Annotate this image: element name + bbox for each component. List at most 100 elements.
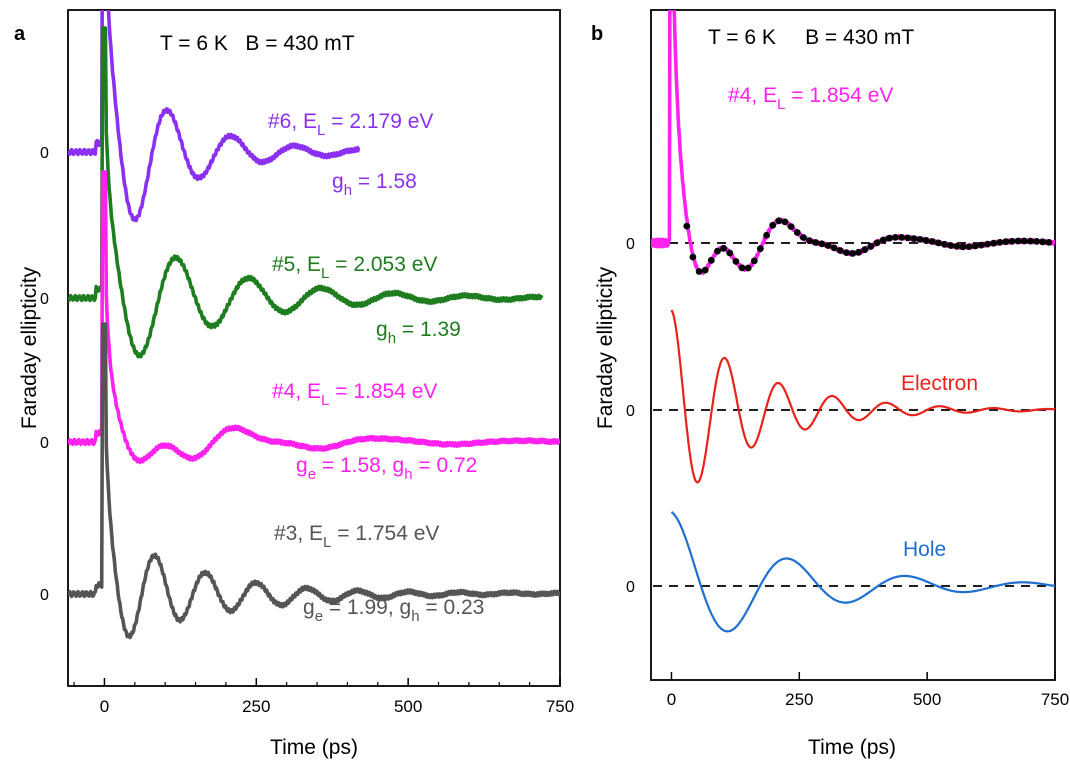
g-factor-label-s5: gh = 1.39 bbox=[376, 318, 461, 347]
x-axis-label-a: Time (ps) bbox=[270, 736, 358, 759]
x-tick-label-b: 250 bbox=[785, 690, 813, 709]
series-label-s3: #3, EL = 1.754 eV bbox=[274, 522, 439, 551]
panel-letter-b: b bbox=[591, 23, 603, 45]
fit-point bbox=[922, 237, 930, 244]
fit-point bbox=[971, 242, 979, 250]
zero-label-a: 0 bbox=[40, 291, 49, 308]
zero-label-b: 0 bbox=[626, 579, 635, 596]
annotation-a: T = 6 K B = 430 mT bbox=[160, 32, 355, 55]
plot-frame-b bbox=[650, 9, 1056, 681]
fit-point bbox=[947, 242, 955, 249]
zero-label-a: 0 bbox=[40, 587, 49, 604]
fit-point bbox=[818, 240, 826, 248]
series-labels-a: #6, EL = 2.179 eV gh = 1.58 #5, EL = 2.053… bbox=[268, 110, 484, 625]
fit-point bbox=[750, 257, 758, 265]
zero-label-b: 0 bbox=[626, 403, 635, 420]
fit-point bbox=[910, 235, 918, 243]
fit-point bbox=[978, 241, 985, 249]
zero-labels-a: 0 0 0 0 bbox=[40, 145, 49, 604]
x-axis-label-b: Time (ps) bbox=[808, 736, 896, 759]
fit-point bbox=[892, 234, 899, 241]
x-ticks-a: 0 250 500 750 bbox=[73, 678, 574, 716]
fit-point bbox=[714, 247, 721, 255]
fit-point bbox=[873, 239, 881, 247]
fit-point bbox=[935, 239, 942, 247]
fit-point bbox=[867, 242, 875, 250]
fit-point bbox=[781, 218, 789, 226]
fit-point bbox=[757, 245, 764, 253]
fit-point bbox=[830, 244, 838, 252]
fit-point bbox=[720, 244, 727, 252]
fit-point bbox=[793, 229, 801, 236]
x-tick-label-a: 0 bbox=[100, 697, 109, 716]
y-axis-label-a: Faraday ellipticity bbox=[18, 266, 41, 429]
fit-point bbox=[726, 249, 734, 257]
series-label-b4: #4, EL = 1.854 eV bbox=[728, 84, 893, 113]
fit-point bbox=[738, 264, 746, 272]
fit-point bbox=[1020, 237, 1028, 245]
fit-point bbox=[855, 248, 862, 256]
series-label-hole: Hole bbox=[903, 538, 946, 561]
fit-point bbox=[843, 249, 850, 256]
fit-point bbox=[689, 253, 697, 261]
fit-point bbox=[984, 240, 991, 248]
x-tick-label-a: 500 bbox=[394, 697, 422, 716]
panel-a: T = 6 K B = 430 mT 0 250 500 750 0 0 0 0 #6, E… bbox=[18, 9, 574, 759]
g-factor-label-s3: ge = 1.99, gh = 0.23 bbox=[303, 596, 484, 625]
fit-point bbox=[775, 217, 783, 225]
fit-point bbox=[953, 243, 961, 250]
fit-point bbox=[990, 239, 997, 247]
fit-point bbox=[812, 239, 820, 246]
curves-b bbox=[651, 10, 1055, 633]
fit-point bbox=[1027, 237, 1034, 245]
series-labels-b: #4, EL = 1.854 eV Electron Hole bbox=[728, 84, 978, 561]
fit-point bbox=[916, 236, 924, 243]
fit-point bbox=[1014, 237, 1022, 245]
g-factor-label-s6: gh = 1.58 bbox=[332, 170, 417, 199]
fit-point bbox=[1002, 238, 1010, 246]
series-label-s6: #6, EL = 2.179 eV bbox=[268, 110, 433, 139]
fit-point bbox=[928, 238, 936, 245]
x-tick-label-a: 250 bbox=[242, 697, 270, 716]
fit-point bbox=[824, 242, 832, 249]
zero-label-a: 0 bbox=[40, 145, 49, 162]
zero-label-a: 0 bbox=[40, 435, 49, 452]
zero-label-b: 0 bbox=[626, 236, 635, 253]
fit-point bbox=[1033, 238, 1040, 245]
series-line-electron bbox=[670, 309, 1055, 484]
fit-point bbox=[959, 243, 967, 251]
fit-point bbox=[769, 221, 777, 229]
series-line-hole bbox=[670, 511, 1055, 633]
series-label-electron: Electron bbox=[901, 372, 978, 395]
fit-point bbox=[800, 234, 807, 241]
fit-point bbox=[763, 231, 770, 239]
fit-point bbox=[898, 234, 905, 241]
x-tick-label-b: 500 bbox=[913, 690, 941, 709]
fit-point bbox=[1039, 238, 1047, 246]
series-line-s6 bbox=[68, 10, 361, 223]
g-factor-label-s4: ge = 1.58, gh = 0.72 bbox=[296, 454, 477, 483]
fit-point bbox=[904, 234, 912, 242]
panel-b: T = 6 K B = 430 mT 0 250 500 750 0 0 0 #4, EL… bbox=[594, 9, 1069, 759]
y-axis-label-b: Faraday ellipticity bbox=[594, 266, 617, 429]
zero-labels-b: 0 0 0 bbox=[626, 236, 635, 596]
fit-point bbox=[885, 234, 893, 242]
series-line-s4 bbox=[68, 170, 560, 465]
fit-point bbox=[849, 250, 856, 257]
fit-point bbox=[965, 243, 973, 251]
x-ticks-b: 0 250 500 750 bbox=[667, 672, 1069, 709]
fit-point bbox=[732, 258, 740, 265]
fit-point bbox=[701, 266, 709, 274]
fit-point bbox=[695, 268, 703, 275]
series-label-s5: #5, EL = 2.053 eV bbox=[272, 253, 437, 282]
fit-point bbox=[861, 246, 869, 254]
fit-point bbox=[806, 237, 813, 245]
fit-point bbox=[787, 223, 795, 231]
fit-point bbox=[879, 236, 887, 244]
fit-point bbox=[683, 222, 691, 230]
x-tick-label-b: 750 bbox=[1041, 690, 1069, 709]
plot-frame-a bbox=[67, 9, 561, 687]
series-line-s3 bbox=[68, 322, 560, 640]
fit-point bbox=[996, 239, 1004, 246]
